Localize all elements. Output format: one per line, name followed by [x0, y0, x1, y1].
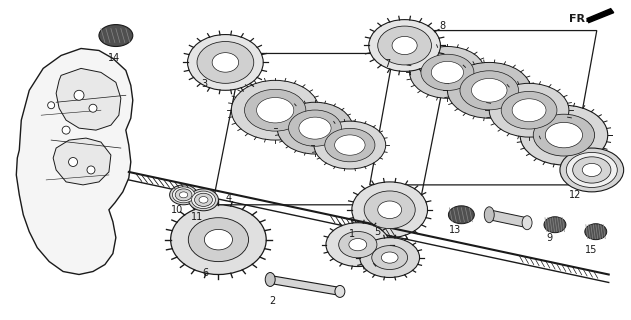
Text: 1: 1	[349, 229, 355, 239]
Ellipse shape	[533, 114, 594, 156]
Text: FR.: FR.	[569, 14, 589, 24]
Ellipse shape	[378, 201, 401, 219]
Ellipse shape	[265, 273, 275, 286]
Ellipse shape	[471, 78, 507, 102]
Ellipse shape	[360, 238, 420, 277]
Polygon shape	[56, 68, 121, 130]
Text: 12: 12	[569, 190, 581, 200]
Text: 5: 5	[375, 227, 381, 237]
Ellipse shape	[352, 182, 428, 238]
Circle shape	[87, 166, 95, 174]
Ellipse shape	[325, 128, 375, 162]
Ellipse shape	[189, 189, 218, 211]
Ellipse shape	[232, 80, 319, 140]
Ellipse shape	[512, 99, 546, 122]
Polygon shape	[270, 276, 340, 295]
Ellipse shape	[299, 117, 331, 139]
Ellipse shape	[449, 206, 475, 224]
Text: 2: 2	[269, 296, 275, 306]
Ellipse shape	[199, 196, 208, 203]
Ellipse shape	[197, 42, 254, 83]
Ellipse shape	[501, 92, 557, 129]
Ellipse shape	[520, 105, 608, 165]
Ellipse shape	[170, 185, 198, 205]
Ellipse shape	[212, 53, 239, 72]
Polygon shape	[489, 210, 527, 228]
Polygon shape	[53, 138, 111, 185]
Ellipse shape	[170, 205, 266, 275]
Ellipse shape	[460, 71, 519, 110]
Text: 14: 14	[108, 53, 120, 63]
Ellipse shape	[566, 152, 617, 188]
Text: 7: 7	[384, 60, 391, 69]
Ellipse shape	[545, 123, 582, 148]
Polygon shape	[16, 49, 133, 275]
Ellipse shape	[99, 25, 133, 46]
Ellipse shape	[372, 246, 408, 269]
Ellipse shape	[364, 191, 415, 228]
Ellipse shape	[447, 62, 531, 118]
Ellipse shape	[410, 46, 485, 98]
Ellipse shape	[172, 187, 195, 203]
Circle shape	[74, 90, 84, 100]
Ellipse shape	[192, 191, 215, 209]
Ellipse shape	[194, 193, 213, 206]
Ellipse shape	[582, 164, 601, 177]
Ellipse shape	[369, 20, 440, 71]
Text: 8: 8	[439, 20, 445, 31]
Ellipse shape	[560, 148, 623, 192]
Ellipse shape	[244, 89, 306, 131]
Circle shape	[48, 102, 55, 109]
Ellipse shape	[522, 216, 532, 230]
Ellipse shape	[277, 102, 353, 154]
Ellipse shape	[257, 98, 294, 123]
Ellipse shape	[187, 35, 263, 90]
Ellipse shape	[392, 36, 417, 54]
Ellipse shape	[585, 224, 607, 240]
Circle shape	[69, 157, 78, 166]
Text: 9: 9	[546, 233, 552, 243]
Polygon shape	[587, 9, 614, 23]
Text: 6: 6	[203, 268, 208, 277]
Ellipse shape	[288, 110, 341, 146]
Ellipse shape	[489, 83, 569, 137]
Ellipse shape	[188, 218, 249, 262]
Text: 11: 11	[191, 212, 204, 222]
Ellipse shape	[544, 217, 566, 233]
Ellipse shape	[175, 189, 192, 201]
Ellipse shape	[378, 26, 432, 65]
Circle shape	[62, 126, 70, 134]
Text: 3: 3	[201, 79, 208, 89]
Ellipse shape	[334, 135, 365, 155]
Ellipse shape	[573, 157, 611, 183]
Ellipse shape	[339, 231, 377, 258]
Ellipse shape	[484, 207, 494, 223]
Ellipse shape	[335, 285, 345, 297]
Text: 10: 10	[170, 205, 183, 215]
Ellipse shape	[381, 252, 398, 263]
Text: 4: 4	[225, 193, 232, 203]
Text: 13: 13	[449, 225, 461, 235]
Ellipse shape	[204, 229, 232, 250]
Circle shape	[89, 104, 97, 112]
Text: 15: 15	[584, 244, 597, 255]
Ellipse shape	[326, 223, 390, 267]
Ellipse shape	[314, 121, 386, 169]
Ellipse shape	[179, 192, 188, 198]
Ellipse shape	[421, 54, 474, 91]
Ellipse shape	[349, 238, 367, 251]
Ellipse shape	[432, 61, 464, 84]
